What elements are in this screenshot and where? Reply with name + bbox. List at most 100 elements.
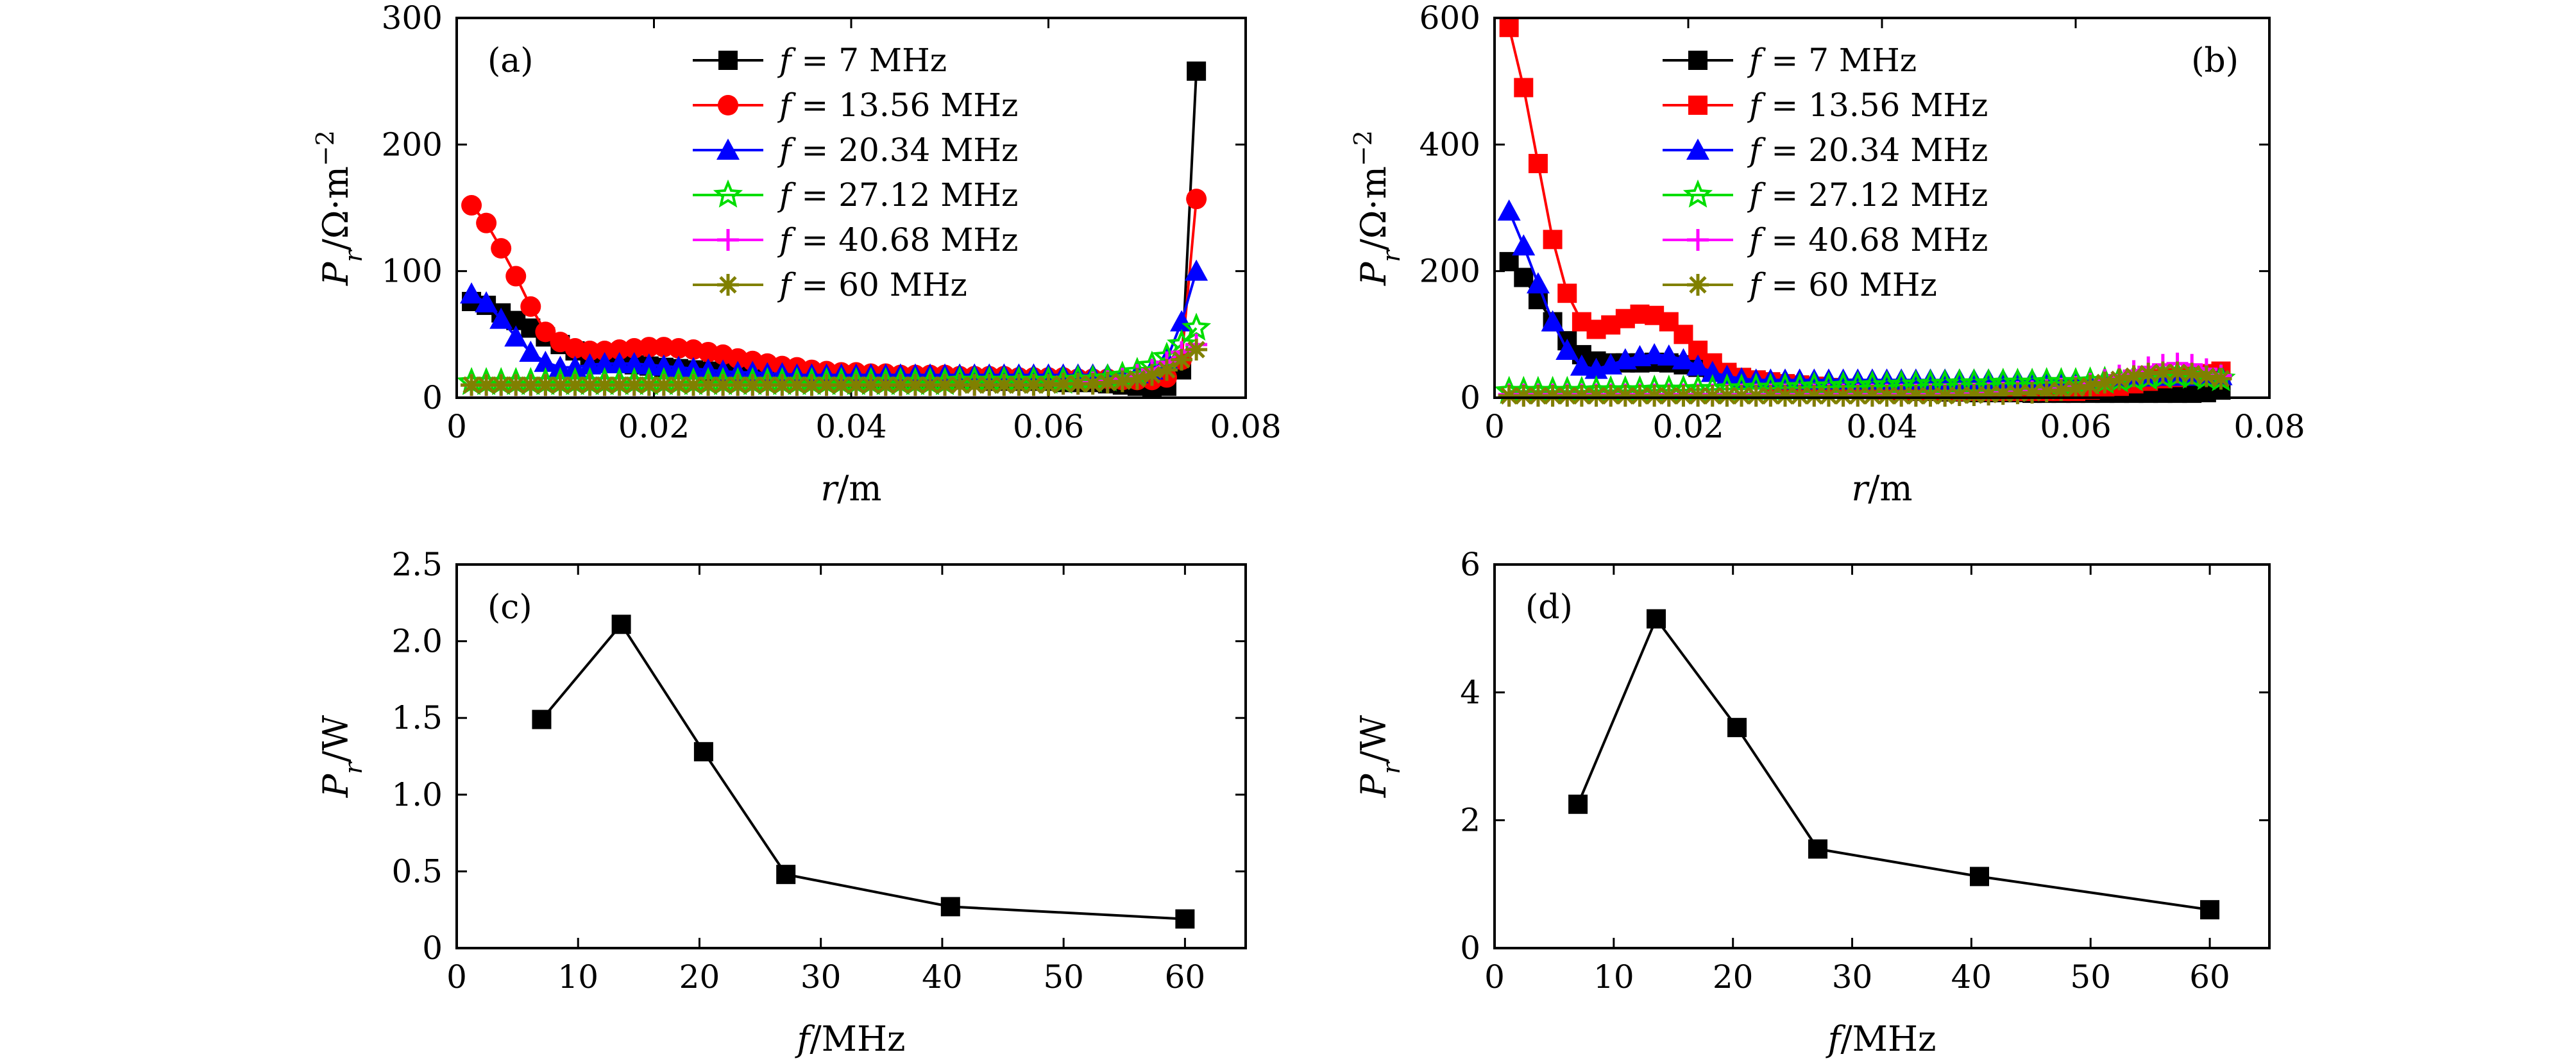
- data-point: [1568, 794, 1588, 814]
- data-point: [978, 374, 1001, 396]
- data-point: [776, 865, 796, 885]
- chart-panel-b: 0 0.02 0.04 0.06 0.08 0 200 400 600 r/m Pr/Ω·m−2 (b…: [1349, 0, 2305, 509]
- data-point: [2200, 900, 2220, 920]
- legend-eq: = 40.68 MHz: [1761, 221, 1988, 259]
- x-tick-label: 30: [801, 958, 842, 996]
- data-point: [801, 374, 823, 396]
- data-point: [666, 355, 690, 377]
- data-point: [1686, 354, 1710, 376]
- data-point: [693, 742, 713, 761]
- data-point: [2108, 368, 2130, 391]
- data-point: [1803, 385, 1826, 407]
- y-tick-label: 600: [1419, 0, 1480, 37]
- data-point: [1978, 384, 2000, 406]
- y-tick-label: 200: [382, 126, 443, 163]
- panel-tag: (d): [1525, 588, 1573, 627]
- data-point: [532, 709, 552, 729]
- data-point: [534, 350, 557, 372]
- x-axis-label: r/m: [1851, 468, 1912, 509]
- data-point: [1556, 385, 1579, 407]
- x-tick-label: 0: [446, 958, 467, 996]
- data-point: [1700, 361, 1724, 382]
- data-point: [505, 266, 527, 287]
- data-point: [534, 374, 557, 396]
- y-axis-label: Pr/W: [1353, 715, 1405, 798]
- data-point: [1514, 78, 1534, 98]
- x-tick-label: 50: [1043, 958, 1084, 996]
- y-axis-label-unit: /Ω·m: [1353, 166, 1394, 250]
- data-point: [594, 340, 615, 361]
- legend-eq: = 20.34 MHz: [1761, 132, 1988, 169]
- x-axis-label: r/m: [820, 468, 881, 509]
- data-point: [1687, 385, 1709, 407]
- x-axis-label-unit: /m: [837, 468, 881, 509]
- data-point: [1140, 364, 1163, 386]
- legend-marker: [1686, 139, 1709, 160]
- data-point: [2195, 365, 2217, 387]
- data-point: [1614, 385, 1636, 407]
- data-point: [1185, 259, 1208, 281]
- data-point: [1788, 385, 1811, 407]
- data-point: [2094, 371, 2116, 394]
- legend-marker: [717, 229, 739, 251]
- series-0: [532, 615, 1195, 929]
- data-point: [667, 374, 690, 396]
- x-tick-label: 0: [1484, 408, 1505, 445]
- x-tick-label: 10: [557, 958, 598, 996]
- data-point: [637, 353, 661, 375]
- data-point: [1904, 385, 1927, 407]
- data-point: [1585, 385, 1607, 407]
- data-point: [609, 339, 630, 361]
- legend-marker: [1688, 51, 1707, 70]
- y-tick-label: 0: [1460, 379, 1480, 416]
- data-point: [461, 195, 482, 216]
- series-0: [1568, 609, 2220, 920]
- x-tick-label: 0.02: [1652, 408, 1724, 445]
- data-point: [490, 374, 513, 396]
- x-tick-label: 20: [1713, 958, 1754, 996]
- legend-eq: = 27.12 MHz: [1761, 176, 1988, 214]
- data-point: [1647, 609, 1666, 629]
- legend-label: f = 60 MHz: [1747, 266, 1937, 303]
- x-tick-label: 0.02: [618, 408, 690, 445]
- data-point: [1570, 354, 1593, 376]
- legend-item: f = 7 MHz: [1663, 42, 1917, 79]
- legend-eq: = 20.34 MHz: [792, 132, 1019, 169]
- chart-panel-a: 0 0.02 0.04 0.06 0.08 0 100 200 300 r/m Pr/Ω·m−2 (a…: [311, 0, 1282, 509]
- y-tick-label: 6: [1460, 546, 1480, 583]
- data-point: [652, 374, 675, 396]
- data-point: [2123, 365, 2145, 387]
- x-tick-label: 0.06: [2040, 408, 2111, 445]
- data-point: [815, 374, 838, 396]
- data-point: [1498, 385, 1520, 407]
- data-point: [1037, 374, 1060, 396]
- series-5: [1498, 361, 2232, 407]
- y-axis-label-sub: r: [1377, 249, 1405, 262]
- y-tick-label: 0: [422, 929, 443, 967]
- x-tick-label: 20: [679, 958, 720, 996]
- y-axis-label-unit: /W: [1353, 715, 1394, 762]
- x-tick-label: 40: [922, 958, 963, 996]
- y-tick-label: 4: [1460, 674, 1480, 711]
- data-point: [1513, 385, 1535, 407]
- data-point: [608, 374, 631, 396]
- data-point: [1499, 17, 1519, 37]
- x-tick-label: 40: [1951, 958, 1992, 996]
- data-point: [2050, 379, 2072, 402]
- data-point: [653, 337, 674, 358]
- data-point: [519, 340, 543, 362]
- data-point: [919, 374, 941, 396]
- x-tick-label: 10: [1593, 958, 1634, 996]
- legend-marker: [713, 179, 743, 208]
- y-axis-label-var: P: [316, 773, 356, 798]
- data-point: [1528, 153, 1548, 173]
- x-axis-label-unit: /MHz: [1840, 1019, 1936, 1059]
- legend: f = 7 MHz f = 13.56 MHz f = 20.34 MHz f = 2…: [693, 42, 1018, 303]
- x-tick-label: 0.04: [1846, 408, 1917, 445]
- data-point: [756, 374, 779, 396]
- legend-label: f = 20.34 MHz: [1747, 132, 1988, 169]
- data-point: [1672, 385, 1695, 407]
- data-point: [2181, 362, 2203, 385]
- legend-label: f = 13.56 MHz: [777, 87, 1018, 124]
- plot-frame: [455, 563, 1247, 949]
